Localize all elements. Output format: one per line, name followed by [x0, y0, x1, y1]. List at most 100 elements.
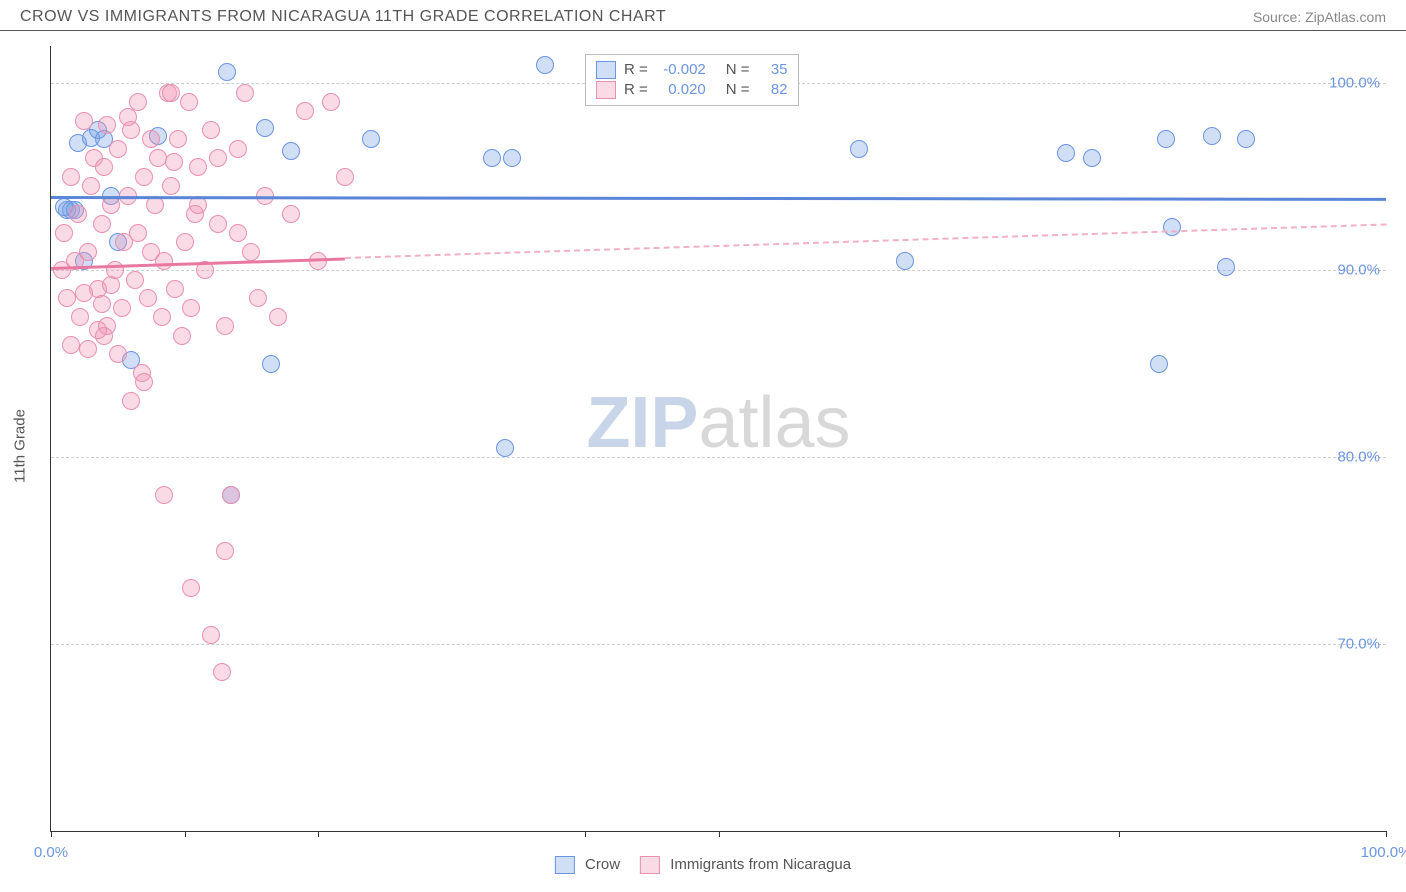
- data-point: [173, 327, 191, 345]
- legend-row: R =-0.002N =35: [596, 61, 788, 79]
- data-point: [1217, 258, 1235, 276]
- data-point: [1157, 130, 1175, 148]
- data-point: [153, 308, 171, 326]
- data-point: [58, 289, 76, 307]
- chart-header: CROW VS IMMIGRANTS FROM NICARAGUA 11TH G…: [0, 0, 1406, 31]
- data-point: [139, 289, 157, 307]
- y-tick-label: 90.0%: [1337, 262, 1380, 279]
- data-point: [142, 130, 160, 148]
- data-point: [189, 158, 207, 176]
- chart-title: CROW VS IMMIGRANTS FROM NICARAGUA 11TH G…: [20, 8, 666, 26]
- data-point: [93, 295, 111, 313]
- chart-source: Source: ZipAtlas.com: [1253, 9, 1386, 25]
- gridline: [51, 270, 1386, 271]
- data-point: [75, 112, 93, 130]
- data-point: [242, 243, 260, 261]
- data-point: [216, 317, 234, 335]
- data-point: [122, 392, 140, 410]
- x-tick: [1119, 831, 1120, 837]
- data-point: [62, 168, 80, 186]
- data-point: [109, 140, 127, 158]
- swatch-pink-icon: [640, 856, 660, 874]
- data-point: [95, 327, 113, 345]
- legend-row: R =0.020N =82: [596, 81, 788, 99]
- data-point: [483, 149, 501, 167]
- data-point: [269, 308, 287, 326]
- data-point: [896, 252, 914, 270]
- blue-swatch-icon: [596, 61, 616, 79]
- bottom-legend: Crow Immigrants from Nicaragua: [555, 856, 851, 874]
- data-point: [71, 308, 89, 326]
- data-point: [102, 276, 120, 294]
- data-point: [109, 345, 127, 363]
- x-tick-label: 0.0%: [34, 844, 68, 861]
- x-tick: [51, 831, 52, 837]
- data-point: [62, 336, 80, 354]
- x-tick: [585, 831, 586, 837]
- legend-item-nicaragua: Immigrants from Nicaragua: [640, 856, 851, 874]
- gridline: [51, 457, 1386, 458]
- y-axis-title: 11th Grade: [12, 409, 29, 483]
- chart-plot-area: ZIPatlas 70.0%80.0%90.0%100.0%0.0%100.0%…: [50, 46, 1386, 832]
- x-tick: [719, 831, 720, 837]
- data-point: [1083, 149, 1101, 167]
- data-point: [249, 289, 267, 307]
- data-point: [262, 355, 280, 373]
- data-point: [1237, 130, 1255, 148]
- data-point: [216, 542, 234, 560]
- plot-region: ZIPatlas 70.0%80.0%90.0%100.0%0.0%100.0%…: [50, 46, 1386, 832]
- data-point: [55, 224, 73, 242]
- y-tick-label: 80.0%: [1337, 449, 1380, 466]
- x-tick-label: 100.0%: [1361, 844, 1406, 861]
- data-point: [155, 252, 173, 270]
- data-point: [182, 299, 200, 317]
- data-point: [135, 373, 153, 391]
- legend-item-crow: Crow: [555, 856, 620, 874]
- data-point: [536, 56, 554, 74]
- data-point: [82, 177, 100, 195]
- watermark: ZIPatlas: [586, 382, 850, 464]
- data-point: [135, 168, 153, 186]
- data-point: [202, 121, 220, 139]
- x-tick: [185, 831, 186, 837]
- data-point: [169, 130, 187, 148]
- data-point: [75, 284, 93, 302]
- data-point: [119, 108, 137, 126]
- data-point: [162, 177, 180, 195]
- y-tick-label: 100.0%: [1329, 75, 1380, 92]
- data-point: [296, 102, 314, 120]
- data-point: [336, 168, 354, 186]
- data-point: [282, 205, 300, 223]
- data-point: [180, 93, 198, 111]
- data-point: [229, 140, 247, 158]
- data-point: [69, 205, 87, 223]
- data-point: [218, 63, 236, 81]
- data-point: [229, 224, 247, 242]
- data-point: [95, 158, 113, 176]
- data-point: [209, 215, 227, 233]
- trend-line: [51, 196, 1386, 201]
- data-point: [362, 130, 380, 148]
- data-point: [1203, 127, 1221, 145]
- data-point: [1057, 144, 1075, 162]
- data-point: [176, 233, 194, 251]
- data-point: [256, 119, 274, 137]
- data-point: [202, 626, 220, 644]
- data-point: [165, 153, 183, 171]
- gridline: [51, 644, 1386, 645]
- data-point: [166, 280, 184, 298]
- data-point: [850, 140, 868, 158]
- data-point: [155, 486, 173, 504]
- data-point: [98, 116, 116, 134]
- data-point: [149, 149, 167, 167]
- data-point: [182, 579, 200, 597]
- data-point: [1163, 218, 1181, 236]
- data-point: [129, 224, 147, 242]
- x-tick: [1386, 831, 1387, 837]
- data-point: [282, 142, 300, 160]
- data-point: [503, 149, 521, 167]
- data-point: [236, 84, 254, 102]
- data-point: [126, 271, 144, 289]
- data-point: [79, 340, 97, 358]
- data-point: [213, 663, 231, 681]
